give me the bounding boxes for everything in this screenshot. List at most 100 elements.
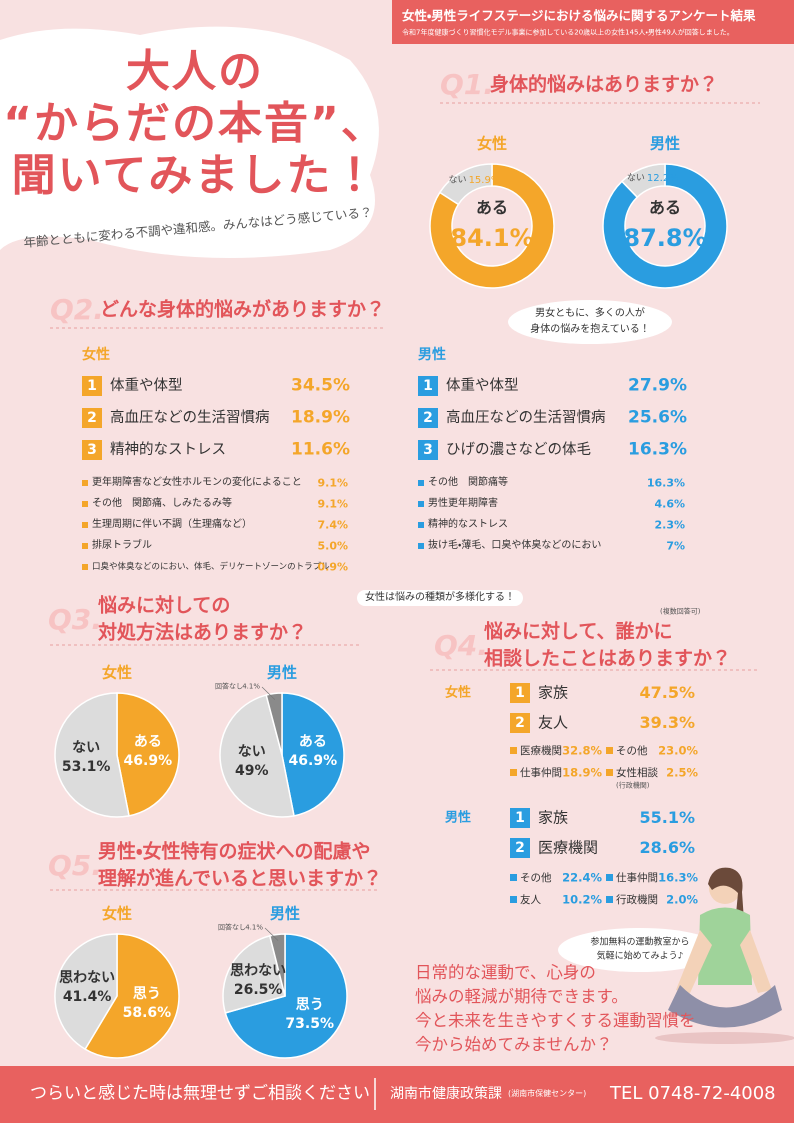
pie-slice: [222, 934, 286, 1014]
slice-value: 87.8%: [623, 224, 707, 252]
item-value: 22.4%: [562, 870, 602, 885]
item-text: その他: [616, 744, 648, 757]
tag: (複数回答可): [660, 607, 701, 616]
slice-category: 思わない: [230, 962, 287, 979]
pie-slice: [54, 933, 118, 1051]
item-value: 18.9%: [291, 407, 350, 428]
bullet: [418, 543, 424, 549]
slice-value: 46.9%: [123, 752, 173, 769]
item-text: 友人: [538, 713, 569, 732]
item-value: 23.0%: [658, 743, 698, 758]
slice-category: ある: [475, 198, 509, 217]
note: 身体の悩みを抱えている！: [530, 324, 650, 335]
item-value: 55.1%: [639, 808, 695, 827]
note-bubble: [508, 300, 672, 344]
chart-label: 女性: [476, 134, 508, 153]
item-value: 39.3%: [639, 713, 695, 732]
question: 男性・女性特有の症状への配慮や: [98, 840, 371, 863]
bullet: [418, 480, 424, 486]
pie-slice: [116, 692, 180, 817]
item-text: 体重や体型: [110, 377, 183, 394]
slice-value: 49%: [235, 762, 269, 779]
question-number: Q4.: [434, 629, 488, 662]
item-text: 生理周期に伴い不調（生理痛など）: [92, 519, 252, 530]
slice-value: 46.9%: [288, 752, 338, 769]
rank-number: 2: [515, 840, 525, 856]
rank-number: 3: [423, 442, 433, 458]
item-text: 仕事仲間: [616, 871, 658, 884]
item-text: 体重や体型: [446, 377, 519, 394]
slice-value: 58.6%: [122, 1005, 172, 1022]
pie-slice: [281, 692, 345, 817]
slice-value: 84.1%: [450, 224, 534, 252]
item-value: 0.9%: [317, 560, 348, 574]
footer-office-sub: (湖南市保健センター): [508, 1089, 587, 1098]
item-text: ひげの濃さなどの体毛: [446, 441, 591, 458]
item-text: 更年期障害など女性ホルモンの変化によること: [92, 477, 302, 488]
promo-message: 日常的な運動で、心身の: [415, 962, 596, 982]
pie-slice: [219, 694, 295, 818]
item-text: 行政機関: [616, 893, 658, 906]
rank-number: 1: [515, 810, 525, 826]
slice-category: ある: [648, 198, 682, 217]
hero-blob: [0, 26, 379, 258]
group-label: 男性: [418, 347, 446, 363]
chart-label: 男性: [269, 904, 301, 923]
item-value: 7%: [666, 539, 685, 553]
item-text: 精神的なストレス: [110, 441, 226, 458]
rank-number: 2: [87, 410, 97, 426]
chart-label: 男性: [649, 134, 681, 153]
bullet: [418, 501, 424, 507]
bullet: [82, 564, 88, 570]
bullet: [82, 501, 88, 507]
item-value: 7.4%: [317, 518, 348, 532]
pie-slice: [84, 933, 180, 1059]
rank-number: 3: [87, 442, 97, 458]
slice-value: 12.2%: [646, 172, 679, 184]
item-text: 精神的なストレス: [428, 519, 508, 530]
chart-label: 男性: [266, 663, 298, 682]
question: 相談したことはありますか？: [484, 647, 732, 670]
bullet: [606, 769, 613, 776]
item-text: 口臭や体臭などのにおい、体毛、デリケートゾーンのトラブル: [92, 561, 330, 572]
rank-number: 1: [423, 378, 433, 394]
question: 理解が進んでいると思いますか？: [98, 867, 383, 890]
item-value: 27.9%: [628, 375, 687, 396]
item-text: 医療機関: [538, 838, 599, 857]
bullet: [510, 896, 517, 903]
item-text: 友人: [520, 893, 541, 906]
footer-office: 湖南市健康政策課: [390, 1086, 502, 1102]
leader-line: [264, 927, 279, 941]
slice-value: 4.1%: [245, 923, 263, 932]
slice-value: 15.9%: [468, 175, 501, 187]
rank-badge: [510, 838, 530, 858]
item-text: その他 関節痛等: [428, 477, 508, 488]
pie-slice: [429, 163, 555, 289]
rank-badge: [82, 440, 102, 460]
question: 悩みに対して、誰かに: [484, 620, 673, 643]
item-value: 4.6%: [654, 497, 685, 511]
question-number: Q5.: [48, 849, 102, 882]
slice-category: 回答なし: [215, 682, 243, 691]
promo-message: 今から始めてみませんか？: [415, 1034, 613, 1054]
rank-badge: [418, 408, 438, 428]
item-value: 32.8%: [562, 743, 602, 758]
group-label: 女性: [82, 347, 110, 363]
item-value: 16.3%: [646, 476, 685, 490]
footer-tel: TEL 0748-72-4008: [610, 1083, 776, 1104]
hero-title: 聞いてみました！: [11, 150, 379, 201]
slice-category: ある: [133, 733, 162, 750]
bullet: [82, 522, 88, 528]
header-title: 女性・男性ライフステージにおける悩みに関するアンケート結果: [402, 7, 756, 23]
slice-category: ない: [237, 743, 266, 760]
bullet: [82, 480, 88, 486]
bullet: [606, 747, 613, 754]
pie-slice: [265, 692, 283, 756]
hero-title: 大人の: [126, 46, 264, 97]
rank-badge: [510, 713, 530, 733]
item-text: その他: [520, 871, 552, 884]
question: 身体的悩みはありますか？: [490, 73, 719, 96]
